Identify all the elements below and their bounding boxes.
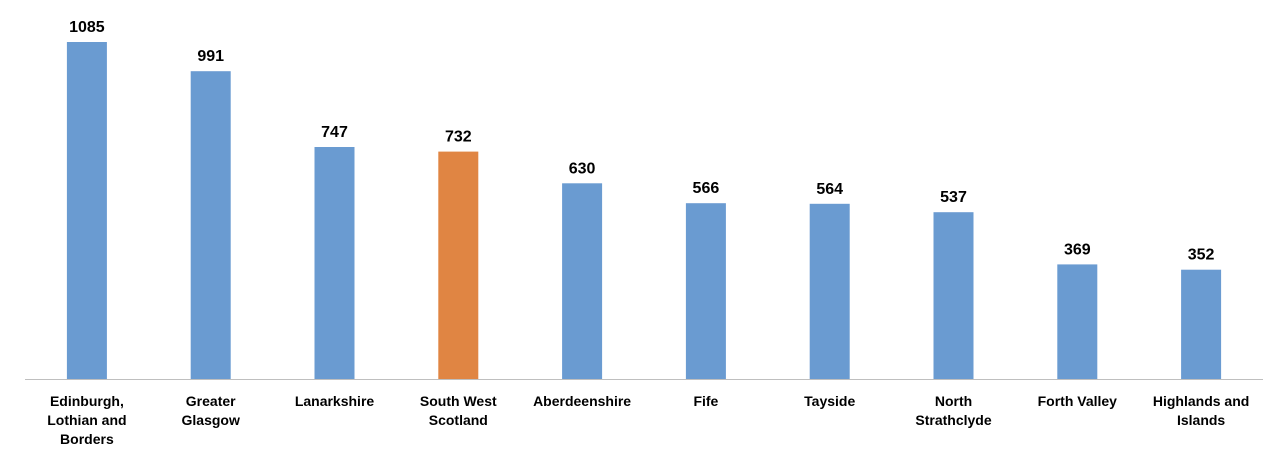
bar-3 [438, 151, 479, 379]
bar-4 [562, 183, 603, 379]
category-label-line: Greater [186, 393, 236, 409]
value-label-7: 537 [940, 189, 967, 206]
value-label-1: 991 [197, 48, 224, 65]
bars-group [66, 42, 1222, 379]
category-label-line: Strathclyde [915, 412, 991, 428]
category-label-line: North [935, 393, 972, 409]
bar-1 [190, 71, 231, 379]
category-label-line: Islands [1177, 412, 1225, 428]
value-label-5: 566 [693, 180, 720, 197]
value-label-6: 564 [816, 181, 843, 198]
category-label-line: Fife [693, 393, 718, 409]
category-label-line: Lanarkshire [295, 393, 375, 409]
value-label-2: 747 [321, 124, 348, 141]
category-label-1: Greater Glasgow [182, 393, 240, 428]
category-label-line: Highlands and [1153, 393, 1249, 409]
category-label-line: Aberdeenshire [533, 393, 631, 409]
category-label-line: Glasgow [182, 412, 240, 428]
value-label-9: 352 [1188, 247, 1215, 264]
category-label-0: Edinburgh, Lothian and Borders [47, 393, 126, 447]
bar-0 [66, 42, 107, 379]
bar-6 [809, 203, 850, 379]
bar-5 [685, 203, 726, 379]
category-label-7: North Strathclyde [915, 393, 991, 428]
value-label-8: 369 [1064, 241, 1091, 258]
value-labels-group: 1085 991 747 732 630 566 564 537 369 352 [69, 19, 1214, 264]
value-label-4: 630 [569, 160, 596, 177]
category-label-line: South West [420, 393, 497, 409]
category-label-line: Lothian and [47, 412, 126, 428]
category-label-2: Lanarkshire [295, 393, 375, 409]
bar-2 [314, 147, 355, 379]
category-label-5: Fife [693, 393, 718, 409]
category-label-3: South West Scotland [420, 393, 497, 428]
category-label-line: Edinburgh, [50, 393, 124, 409]
category-labels-group: Edinburgh, Lothian and Borders Greater Glasg… [47, 393, 1249, 447]
bar-8 [1057, 264, 1098, 379]
value-label-0: 1085 [69, 19, 105, 36]
value-label-3: 732 [445, 129, 472, 146]
category-label-9: Highlands and Islands [1153, 393, 1249, 428]
category-label-8: Forth Valley [1038, 393, 1118, 409]
category-label-6: Tayside [804, 393, 855, 409]
bar-9 [1181, 269, 1222, 379]
category-label-line: Borders [60, 431, 114, 447]
category-label-line: Tayside [804, 393, 855, 409]
category-label-line: Scotland [429, 412, 488, 428]
bar-7 [933, 212, 974, 379]
category-label-4: Aberdeenshire [533, 393, 631, 409]
category-label-line: Forth Valley [1038, 393, 1118, 409]
